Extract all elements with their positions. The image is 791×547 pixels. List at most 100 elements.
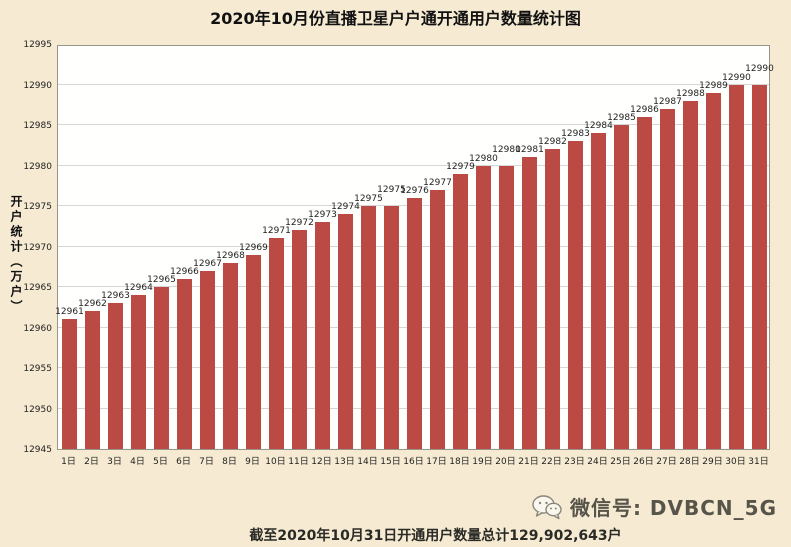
bar-label-day-23: 12983 <box>561 129 590 140</box>
y-tick-12960: 12960 <box>23 323 52 334</box>
gridline-12990 <box>58 83 769 85</box>
bar-day-25 <box>614 125 629 449</box>
bar-day-14 <box>361 206 376 449</box>
bar-day-19 <box>476 165 491 449</box>
bar-day-7 <box>200 270 215 449</box>
bar-label-day-15: 12975 <box>377 185 406 195</box>
x-tick-28: 28日 <box>679 457 700 467</box>
bar-label-day-22: 12982 <box>538 137 567 148</box>
bar-label-day-18: 12979 <box>446 161 475 172</box>
wechat-badge: 微信号: DVBCN_5G <box>532 492 777 521</box>
x-tick-29: 29日 <box>702 457 723 467</box>
x-tick-15: 15日 <box>380 457 401 467</box>
bar-day-9 <box>246 254 261 449</box>
bar-label-day-27: 12987 <box>653 96 682 107</box>
x-tick-20: 20日 <box>495 457 516 467</box>
x-tick-19: 19日 <box>472 457 493 467</box>
x-tick-16: 16日 <box>403 457 424 467</box>
bar-label-day-4: 12964 <box>124 283 153 294</box>
y-tick-12965: 12965 <box>23 283 52 293</box>
bar-day-4 <box>131 295 146 449</box>
x-tick-12: 12日 <box>311 457 332 467</box>
bar-label-day-12: 12973 <box>308 210 337 221</box>
x-tick-25: 25日 <box>610 457 631 467</box>
y-axis-title: 开户统计（万户） <box>9 195 23 315</box>
bar-day-17 <box>430 189 445 449</box>
x-tick-22: 22日 <box>541 457 562 467</box>
bar-day-16 <box>407 197 422 449</box>
bar-day-21 <box>522 157 537 449</box>
bar-day-2 <box>85 311 100 449</box>
y-tick-12955: 12955 <box>23 364 52 374</box>
x-tick-23: 23日 <box>564 457 585 467</box>
x-tick-26: 26日 <box>633 457 654 467</box>
plot-area: 12961 12962 12963 12964 12965 12966 12967 12968… <box>55 45 774 450</box>
x-tick-13: 13日 <box>334 457 355 467</box>
x-tick-7: 7日 <box>199 457 214 467</box>
x-tick-1: 1日 <box>61 457 76 467</box>
y-tick-12985: 12985 <box>23 121 52 131</box>
bar-day-10 <box>269 238 284 449</box>
bar-label-day-21: 12981 <box>515 145 544 156</box>
bar-label-day-17: 12977 <box>423 177 452 188</box>
bar-day-11 <box>292 230 307 449</box>
bar-label-day-5: 12965 <box>147 275 176 285</box>
bar-label-day-6: 12966 <box>170 266 199 277</box>
bar-label-day-10: 12971 <box>262 226 291 237</box>
bar-day-1 <box>62 319 77 449</box>
bar-day-18 <box>453 173 468 449</box>
summary-text: 截至2020年10月31日开通用户数量总计129,902,643户 <box>249 528 622 544</box>
bar-day-13 <box>338 214 353 449</box>
gridline-12980 <box>58 164 769 166</box>
bar-label-day-7: 12967 <box>193 258 222 269</box>
bar-day-28 <box>683 100 698 449</box>
x-tick-18: 18日 <box>449 457 470 467</box>
bar-label-day-28: 12988 <box>676 88 705 99</box>
y-tick-12980: 12980 <box>23 161 52 172</box>
bar-label-day-14: 12975 <box>354 194 383 204</box>
bar-label-day-16: 12976 <box>400 185 429 196</box>
x-tick-30: 30日 <box>725 457 746 467</box>
wechat-icon <box>532 494 562 519</box>
bar-day-26 <box>637 116 652 449</box>
bar-day-31 <box>752 84 767 449</box>
bar-label-day-11: 12972 <box>285 218 314 229</box>
x-tick-24: 24日 <box>587 457 608 467</box>
bar-day-22 <box>545 149 560 449</box>
bar-day-15 <box>384 206 399 449</box>
bar-label-day-8: 12968 <box>216 250 245 261</box>
y-tick-12990: 12990 <box>23 80 52 91</box>
bar-label-day-25: 12985 <box>607 113 636 123</box>
chart-title: 2020年10月份直播卫星户户通开通用户数量统计图 <box>210 9 581 28</box>
x-tick-27: 27日 <box>656 457 677 467</box>
bar-day-6 <box>177 278 192 449</box>
x-tick-2: 2日 <box>84 457 99 467</box>
bar-day-8 <box>223 262 238 449</box>
x-tick-17: 17日 <box>426 457 447 467</box>
x-tick-31: 31日 <box>748 457 769 467</box>
bar-day-23 <box>568 141 583 449</box>
gridline-12985 <box>58 124 769 125</box>
y-tick-12950: 12950 <box>23 404 52 415</box>
bar-day-12 <box>315 222 330 449</box>
bar-day-24 <box>591 133 606 449</box>
bar-label-day-9: 12969 <box>239 242 268 253</box>
bar-label-day-26: 12986 <box>630 104 659 115</box>
y-tick-12945: 12945 <box>23 445 52 455</box>
y-tick-12975: 12975 <box>23 202 52 212</box>
bar-day-29 <box>706 92 721 449</box>
x-tick-8: 8日 <box>222 457 237 467</box>
y-tick-12970: 12970 <box>23 242 52 253</box>
bar-day-20 <box>499 165 514 449</box>
bar-day-30 <box>729 84 744 449</box>
bar-label-day-24: 12984 <box>584 121 613 132</box>
x-tick-21: 21日 <box>518 457 539 467</box>
bar-label-day-19: 12980 <box>469 153 498 164</box>
y-tick-12995: 12995 <box>23 40 52 50</box>
bar-label-day-2: 12962 <box>78 299 107 310</box>
bar-day-3 <box>108 303 123 449</box>
x-tick-6: 6日 <box>176 457 191 467</box>
bar-label-day-30: 12990 <box>722 72 751 83</box>
x-tick-5: 5日 <box>153 457 168 467</box>
x-tick-4: 4日 <box>130 457 145 467</box>
